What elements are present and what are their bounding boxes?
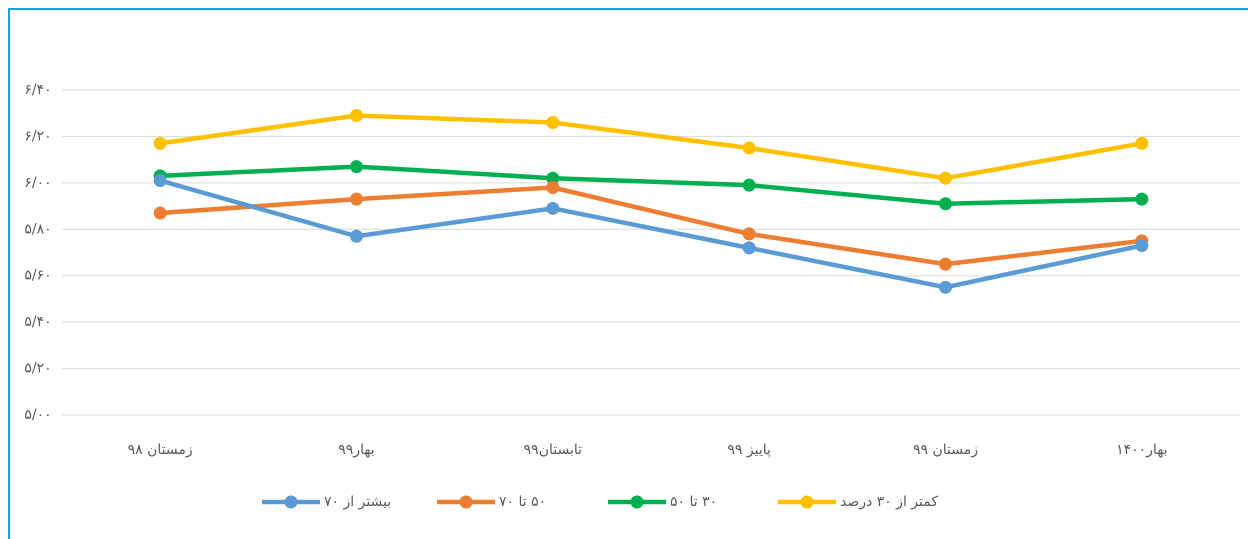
y-tick-label: ۶/۴۰	[24, 82, 51, 98]
y-tick-label: ۶/۰۰	[24, 175, 51, 191]
legend-marker	[284, 495, 298, 509]
series-line	[159, 113, 1143, 181]
data-point	[153, 136, 167, 150]
x-tick-label: بهار۹۹	[338, 442, 374, 458]
chart-frame	[8, 8, 1248, 539]
data-point	[350, 192, 363, 206]
data-point	[546, 181, 560, 194]
data-point	[742, 178, 756, 192]
data-point	[939, 197, 952, 211]
y-tick-label: ۶/۲۰	[24, 128, 51, 144]
y-tick-label: ۵/۰۰	[24, 407, 51, 423]
data-point	[546, 116, 560, 129]
data-point	[1135, 136, 1149, 150]
data-point	[1135, 192, 1149, 206]
data-point	[939, 280, 952, 294]
data-point	[153, 206, 167, 220]
data-point	[153, 174, 167, 188]
series-line	[159, 178, 1143, 290]
legend-label: ۳۰ تا ۵۰	[670, 494, 717, 510]
y-tick-label: ۵/۲۰	[24, 361, 51, 377]
y-tick-label: ۵/۸۰	[24, 221, 51, 237]
legend-label: کمتر از ۳۰ درصد	[840, 494, 938, 510]
data-point	[1135, 239, 1149, 253]
data-point	[742, 241, 756, 255]
x-tick-label: زمستان ۹۸	[128, 442, 193, 458]
data-point	[939, 171, 952, 185]
legend-label: بیشتر از ۷۰	[324, 494, 391, 510]
data-point	[939, 257, 952, 271]
data-point	[546, 201, 560, 215]
data-point	[350, 229, 363, 243]
data-point	[742, 227, 756, 241]
series-line	[160, 164, 1142, 206]
x-tick-label: بهار۱۴۰۰	[1116, 442, 1167, 458]
data-point	[350, 109, 363, 123]
data-point	[350, 160, 363, 174]
legend-marker	[459, 495, 473, 509]
legend-label: ۵۰ تا ۷۰	[499, 494, 546, 510]
data-point	[546, 171, 560, 185]
legend-marker	[800, 495, 814, 509]
x-tick-label: زمستان ۹۹	[913, 442, 978, 458]
data-point	[742, 141, 756, 155]
x-tick-label: تابستان۹۹	[524, 442, 582, 458]
legend-marker	[630, 495, 644, 509]
x-tick-label: پاییز ۹۹	[727, 442, 771, 458]
y-tick-label: ۵/۴۰	[24, 314, 51, 330]
series-line	[160, 185, 1143, 267]
y-tick-label: ۵/۶۰	[24, 268, 51, 284]
